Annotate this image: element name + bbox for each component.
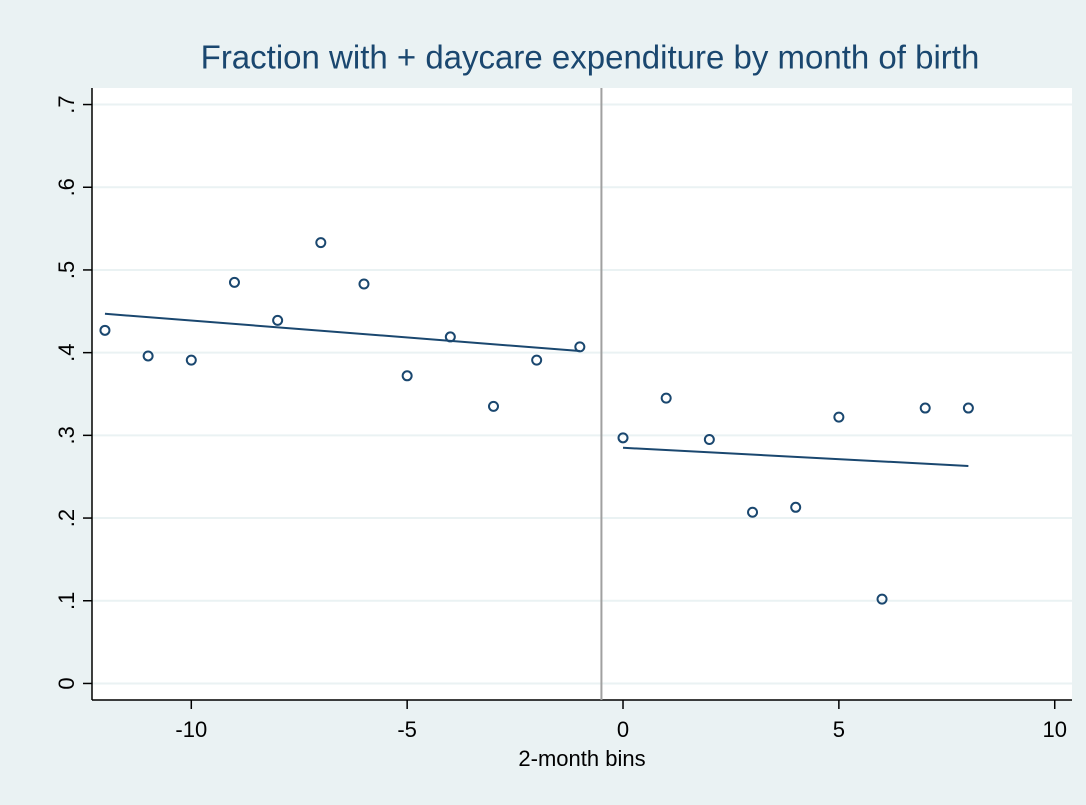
- y-tick-label: .2: [54, 509, 79, 527]
- data-point: [790, 501, 802, 513]
- data-point: [531, 354, 543, 366]
- data-point: [919, 402, 931, 414]
- fit-line: [622, 446, 969, 467]
- data-point: [401, 370, 413, 382]
- x-tick-label: 10: [1042, 717, 1066, 742]
- plot-area: [92, 88, 1072, 700]
- fit-line: [104, 312, 580, 352]
- data-point: [703, 433, 715, 445]
- y-tick-label: .4: [54, 343, 79, 361]
- data-point: [660, 392, 672, 404]
- data-point: [142, 350, 154, 362]
- y-tick-label: .6: [54, 178, 79, 196]
- y-tick-label: .3: [54, 426, 79, 444]
- data-point: [876, 593, 888, 605]
- y-tick-label: .1: [54, 592, 79, 610]
- data-point: [487, 400, 499, 412]
- data-point: [272, 314, 284, 326]
- data-point: [833, 411, 845, 423]
- data-point: [358, 278, 370, 290]
- x-tick-label: 5: [833, 717, 845, 742]
- data-point: [617, 432, 629, 444]
- x-axis-label: 2-month bins: [518, 746, 645, 771]
- data-point: [315, 237, 327, 249]
- chart-title: Fraction with + daycare expenditure by m…: [201, 39, 980, 76]
- y-tick-label: .5: [54, 261, 79, 279]
- y-tick-label: .7: [54, 95, 79, 113]
- data-point: [747, 506, 759, 518]
- data-point: [99, 324, 111, 336]
- data-point: [185, 354, 197, 366]
- x-tick-label: -5: [397, 717, 417, 742]
- y-tick-label: 0: [54, 677, 79, 689]
- data-point: [228, 276, 240, 288]
- x-tick-label: 0: [617, 717, 629, 742]
- data-point: [574, 341, 586, 353]
- data-point: [962, 402, 974, 414]
- x-tick-label: -10: [175, 717, 207, 742]
- data-point: [444, 331, 456, 343]
